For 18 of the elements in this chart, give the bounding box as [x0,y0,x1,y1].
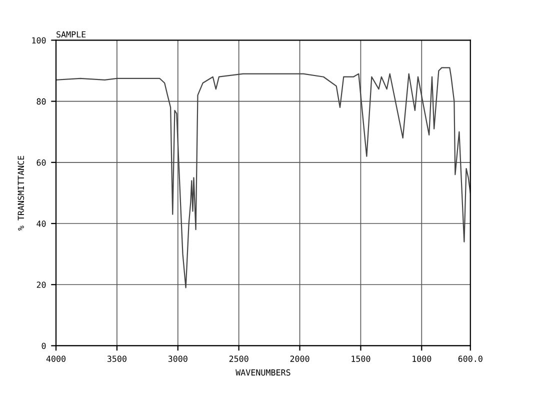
x-tick-label: 3500 [107,356,126,362]
x-tick-label: 1000 [412,356,432,362]
y-tick-label: 60 [36,159,46,166]
line-series [56,67,470,288]
chart-title: SAMPLE [56,31,86,38]
x-tick-label: 4000 [46,356,66,362]
x-tick-label: 2000 [290,356,310,362]
y-tick-label: 0 [42,342,46,350]
x-axis-title: WAVENUMBERS [236,369,290,376]
y-tick-label: 100 [32,37,46,44]
y-tick-label: 40 [36,220,46,227]
x-tick-label: 1500 [352,356,370,362]
x-tick-label: 2500 [229,356,248,362]
x-tick-label: 3000 [168,356,188,362]
y-tick-label: 80 [36,98,46,105]
y-axis-title: % TRANSMITTANCE [18,156,24,230]
x-tick-label: 600.0 [458,356,482,362]
y-tick-label: 20 [36,282,46,288]
